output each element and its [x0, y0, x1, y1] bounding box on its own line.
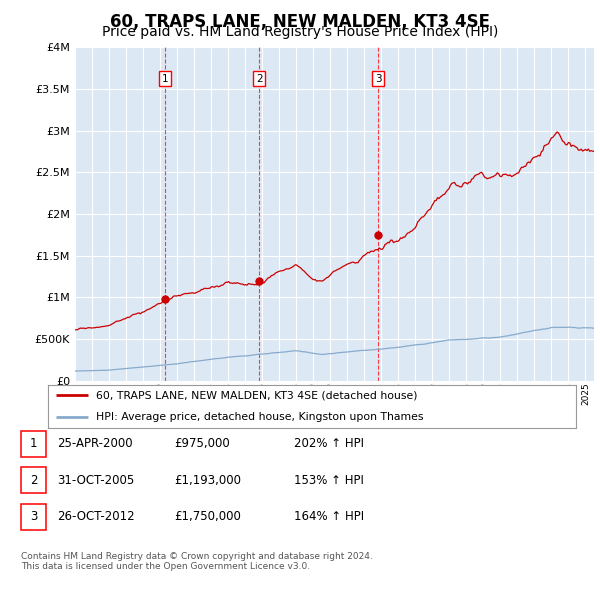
- Text: 60, TRAPS LANE, NEW MALDEN, KT3 4SE (detached house): 60, TRAPS LANE, NEW MALDEN, KT3 4SE (det…: [95, 391, 417, 401]
- Text: 164% ↑ HPI: 164% ↑ HPI: [294, 510, 364, 523]
- Text: HPI: Average price, detached house, Kingston upon Thames: HPI: Average price, detached house, King…: [95, 412, 423, 422]
- Text: 1: 1: [162, 74, 169, 84]
- Text: £975,000: £975,000: [174, 437, 230, 450]
- Text: 26-OCT-2012: 26-OCT-2012: [57, 510, 134, 523]
- Text: 2: 2: [256, 74, 263, 84]
- Text: 153% ↑ HPI: 153% ↑ HPI: [294, 474, 364, 487]
- Text: 60, TRAPS LANE, NEW MALDEN, KT3 4SE: 60, TRAPS LANE, NEW MALDEN, KT3 4SE: [110, 13, 490, 31]
- Text: 31-OCT-2005: 31-OCT-2005: [57, 474, 134, 487]
- Text: £1,750,000: £1,750,000: [174, 510, 241, 523]
- Text: 2: 2: [30, 474, 37, 487]
- Text: Price paid vs. HM Land Registry's House Price Index (HPI): Price paid vs. HM Land Registry's House …: [102, 25, 498, 40]
- Text: £1,193,000: £1,193,000: [174, 474, 241, 487]
- Text: 3: 3: [375, 74, 382, 84]
- Text: 1: 1: [30, 437, 37, 450]
- Text: 202% ↑ HPI: 202% ↑ HPI: [294, 437, 364, 450]
- Text: 25-APR-2000: 25-APR-2000: [57, 437, 133, 450]
- Text: Contains HM Land Registry data © Crown copyright and database right 2024.
This d: Contains HM Land Registry data © Crown c…: [21, 552, 373, 571]
- Text: 3: 3: [30, 510, 37, 523]
